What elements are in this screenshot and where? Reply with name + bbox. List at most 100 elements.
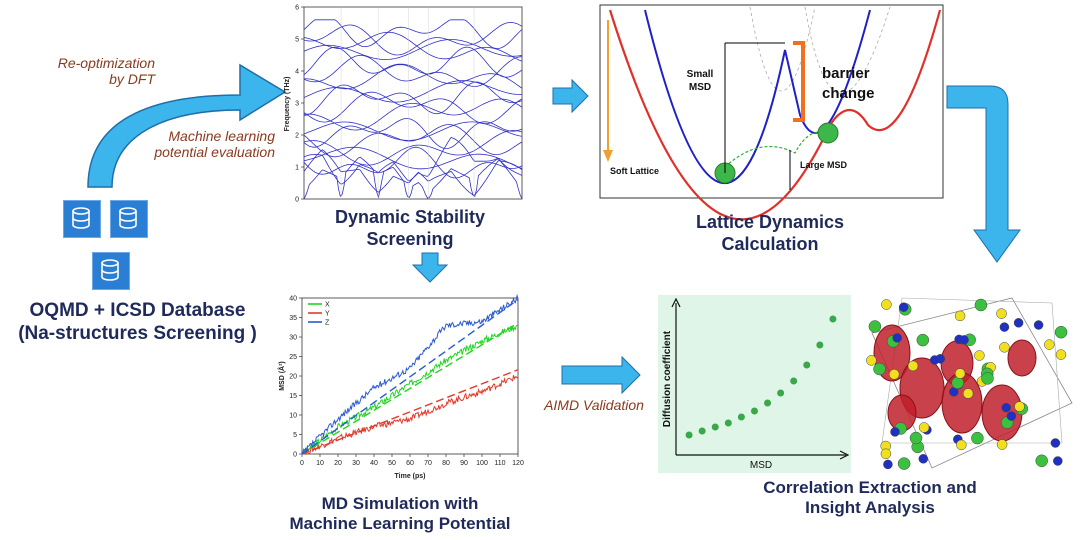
reopt-label: Re-optimization by DFT (20, 55, 155, 87)
cation-atom (1053, 456, 1063, 466)
large-msd-label: Large MSD (800, 160, 848, 170)
ion-ball-2 (817, 122, 839, 144)
database-title: OQMD + ICSD Database (Na-structures Scre… (0, 300, 275, 346)
phonon-band (303, 19, 523, 49)
msd-ylabel: MSD (Å²) (277, 361, 286, 391)
msd-ytick-label: 40 (289, 296, 297, 303)
msd-xtick-label: 0 (300, 460, 304, 467)
msd-xtick-label: 100 (476, 460, 488, 467)
sodium-atom (907, 360, 919, 372)
anion-atom (974, 298, 988, 312)
cation-atom (1001, 402, 1011, 413)
phonon-band (303, 146, 523, 179)
cation-atom (929, 355, 940, 365)
msd-series-X (302, 324, 519, 455)
msd-fit-Y (301, 369, 519, 455)
msd-ytick-label: 35 (289, 315, 297, 322)
msd-legend-label: Y (325, 311, 330, 318)
aimd-label: AIMD Validation (544, 397, 644, 413)
phonon-band (303, 80, 522, 103)
anion-atom (916, 333, 930, 347)
cation-atom (959, 335, 969, 345)
crystal-structure (866, 297, 1073, 470)
sodium-atom (880, 448, 892, 460)
msd-ytick-label: 30 (289, 335, 297, 342)
diffusion-point (724, 419, 732, 427)
msd-xtick-label: 110 (494, 460, 505, 467)
database-icon (63, 200, 101, 238)
md-line1: MD Simulation with (321, 494, 479, 513)
msd-xtick-label: 30 (352, 460, 360, 467)
msd-xtick-label: 120 (512, 460, 524, 467)
ml-line1: Machine learning (168, 128, 275, 144)
msd-fit-X (301, 322, 519, 455)
diffusion-point (777, 389, 785, 397)
cation-atom (883, 459, 893, 470)
reopt-line2: by DFT (109, 71, 155, 87)
diffusion-bg (658, 295, 851, 473)
barrier-2: change (822, 85, 875, 102)
arrow-right-2 (561, 355, 641, 395)
phonon-band (303, 98, 523, 131)
phonon-ytick-label: 3 (295, 101, 299, 108)
msd-legend-label: Z (325, 320, 330, 327)
diffusion-point (685, 431, 693, 439)
msd-ytick-label: 20 (289, 374, 297, 381)
cation-atom (1006, 411, 1017, 421)
msd-chart: 0 10 20 30 40 50 60 70 80 90 100 110 120 0 5 10 15 20 25 30… (277, 293, 524, 480)
diffusion-point (711, 423, 719, 431)
anion-atom (873, 362, 886, 376)
diffusion-point (816, 341, 824, 349)
arrow-down-1 (411, 252, 449, 283)
sodium-atom (918, 422, 930, 433)
phonon-ytick-label: 2 (295, 133, 299, 140)
lattice-line1: Lattice Dynamics (695, 212, 845, 232)
diffusion-point (803, 361, 811, 369)
sodium-atom (956, 439, 967, 451)
msd-xtick-label: 20 (334, 460, 342, 467)
anion-atom (1035, 454, 1048, 468)
barrier-1: barrier (822, 65, 870, 82)
phonon-ytick-label: 0 (295, 197, 299, 204)
lattice-title: Lattice Dynamics Calculation (655, 212, 885, 255)
phonon-band (303, 130, 523, 166)
msd-xtick-label: 50 (388, 460, 396, 467)
msd-series-Y (302, 375, 519, 455)
diffusion-point (737, 413, 745, 421)
cation-atom (890, 427, 900, 437)
msd-ytick-label: 5 (293, 432, 297, 439)
msd-xtick-label: 60 (406, 460, 414, 467)
md-line2: Machine Learning Potential (289, 514, 511, 534)
database-line2: (Na-structures Screening ) (18, 322, 257, 344)
charge-density-blob (981, 384, 1023, 442)
msd-xtick-label: 40 (370, 460, 378, 467)
phonon-band (303, 22, 523, 56)
database-line1: OQMD + ICSD Database (29, 300, 246, 321)
msd-ytick-label: 10 (289, 413, 297, 420)
phonon-ylabel: Frequency (THz) (284, 77, 291, 132)
anion-atom (971, 431, 984, 445)
diffusion-point (790, 377, 798, 385)
msd-legend-label: X (325, 302, 330, 309)
phonon-band (303, 124, 523, 158)
sodium-atom (866, 355, 877, 366)
reopt-line1: Re-optimization (57, 55, 155, 71)
anion-atom (868, 320, 882, 333)
cation-atom (1033, 320, 1044, 330)
small-msd-1: Small (687, 69, 714, 80)
phonon-ytick-label: 5 (295, 37, 299, 44)
cation-atom (1050, 438, 1061, 448)
phonon-band (303, 156, 523, 200)
sodium-atom (962, 388, 974, 399)
phonon-ytick-label: 6 (295, 5, 299, 12)
stiff-well (644, 9, 871, 185)
sodium-atom (974, 350, 985, 361)
diffusion-chart: Diffusion coefficient MSD (658, 295, 851, 473)
diffusion-point (764, 399, 772, 407)
md-title: MD Simulation with Machine Learning Pote… (250, 494, 550, 535)
cation-atom (918, 454, 929, 464)
phonon-band (303, 118, 523, 150)
sodium-atom (881, 299, 892, 310)
diffusion-ylabel: Diffusion coefficient (662, 330, 673, 427)
